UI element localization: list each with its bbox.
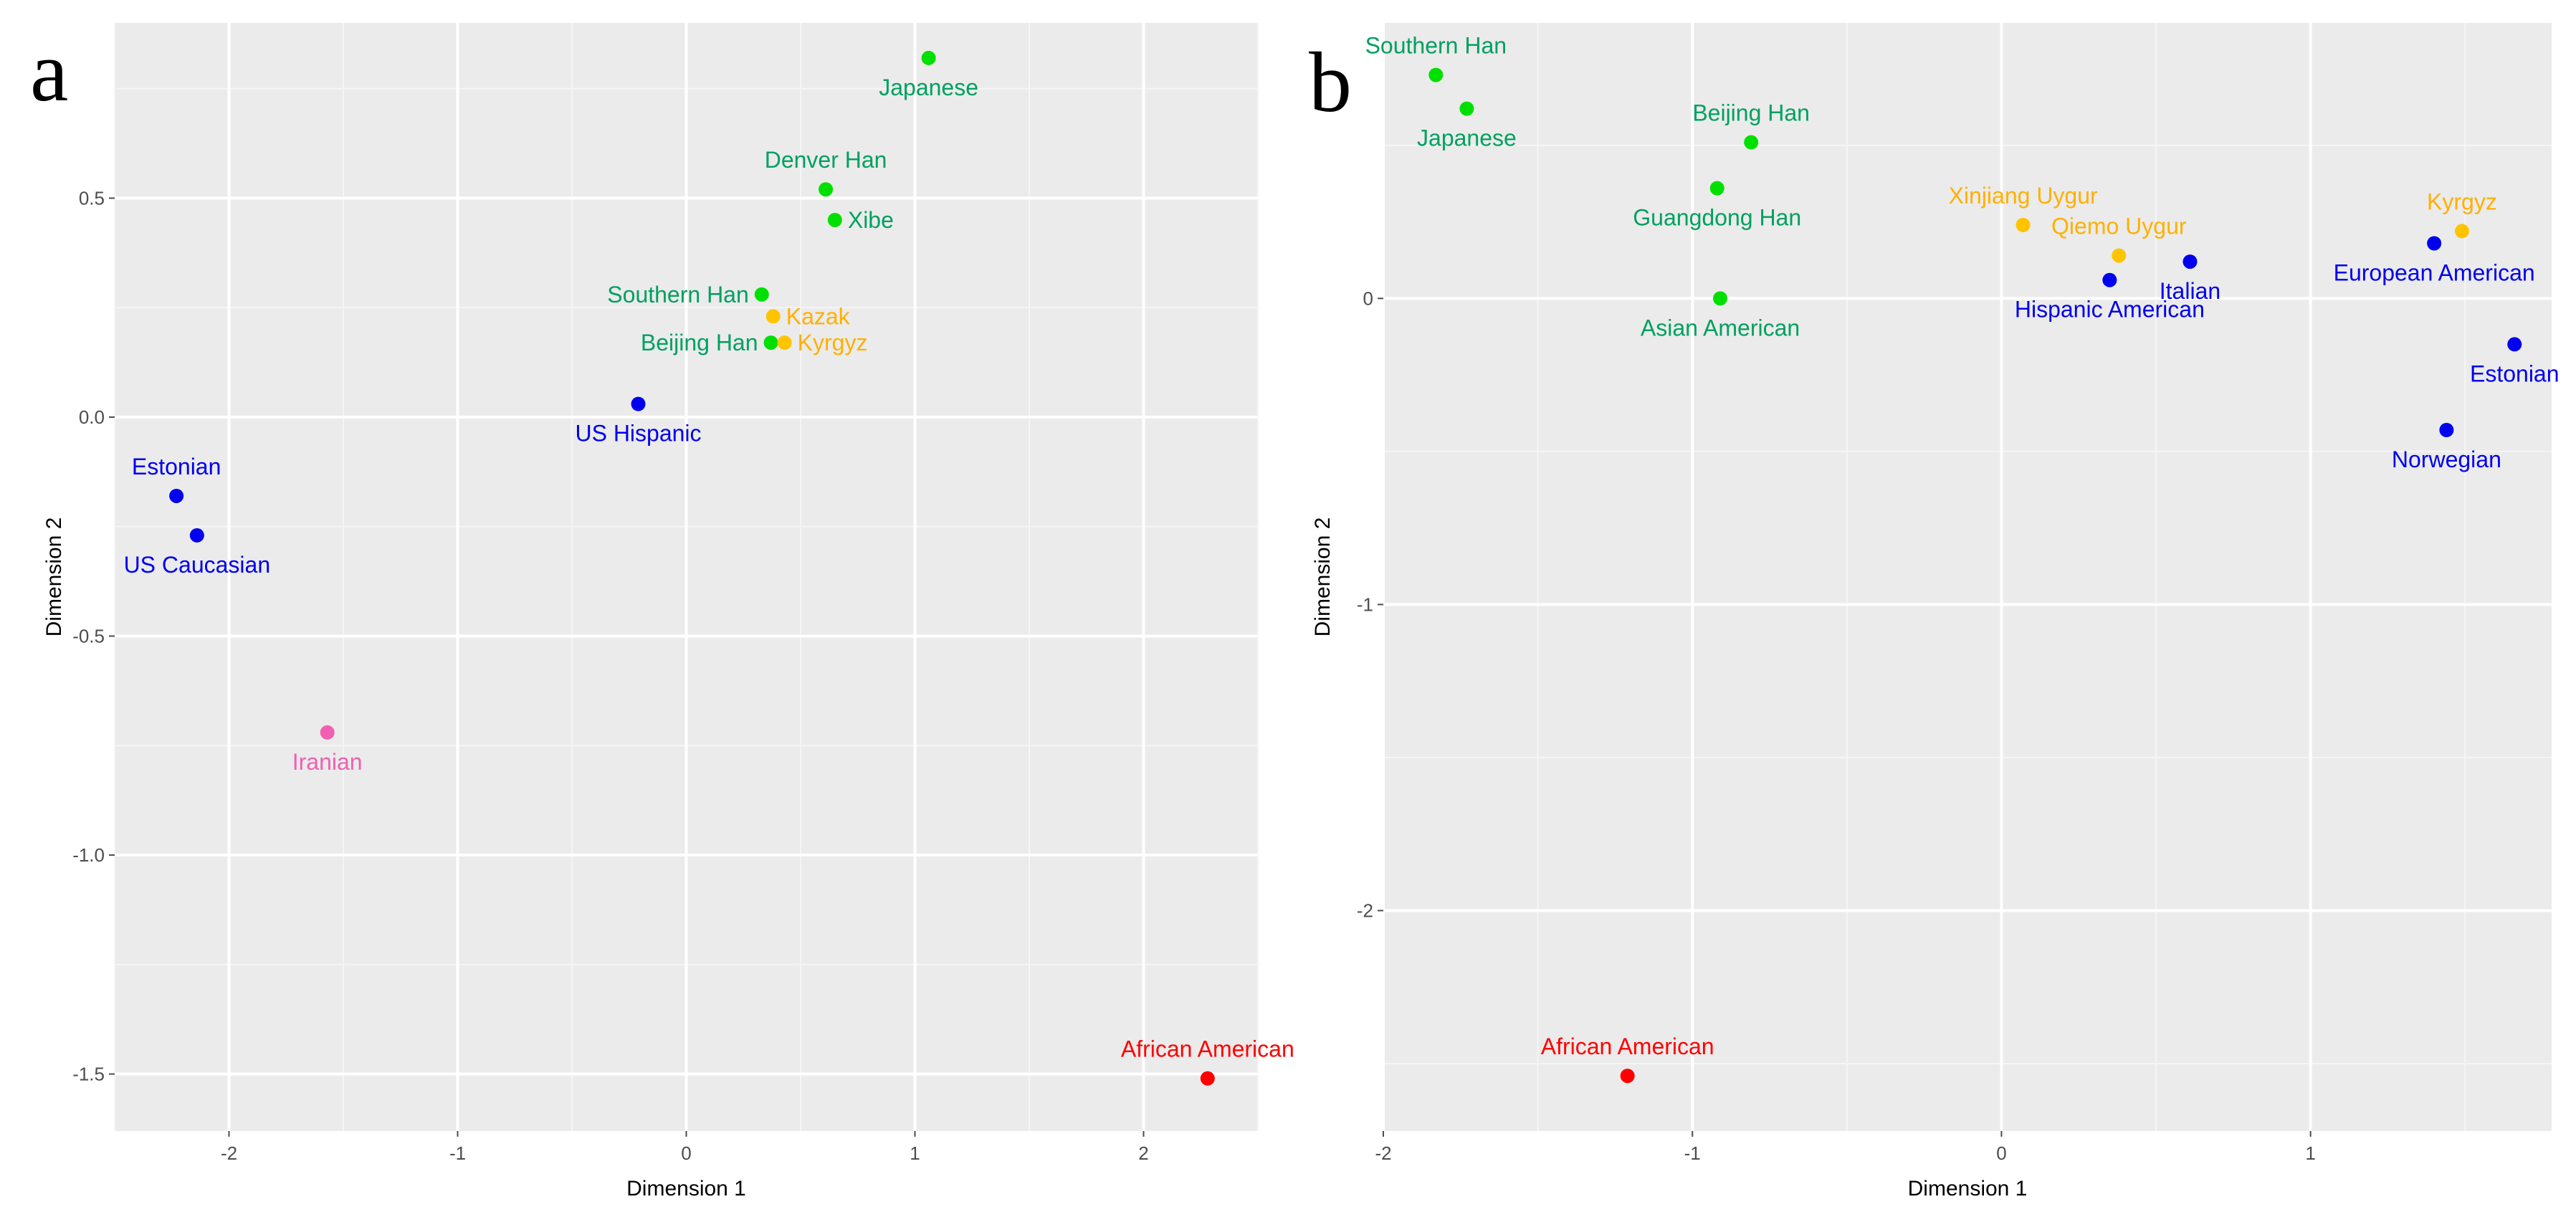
panel-a-scatter-plot: -2 -1 0 1 2 -1.5 -1.0 -0.5 0.0 0.5 Dimension 1 Dime… [30, 23, 1294, 1200]
panel-b-point-beijing-han [1744, 135, 1759, 150]
panel-a-point-label-denver-han: Denver Han [765, 147, 887, 173]
panel-a-y-tick-label: 0.0 [79, 406, 105, 428]
panel-b-y-tick-label: 0 [1363, 287, 1373, 309]
panel-b-x-tick-label: 1 [2305, 1142, 2315, 1164]
panel-b-x-tick-label: -2 [1375, 1142, 1391, 1164]
panel-b-point-label-kyrgyz: Kyrgyz [2427, 188, 2497, 214]
panel-b-point-label-african-american: African American [1541, 1034, 1714, 1059]
panel-a-x-tick-label: 1 [910, 1142, 920, 1164]
panel-b-point-european-american [2427, 236, 2442, 251]
panel-a-point-denver-han [819, 182, 834, 197]
panel-b-point-label-asian-american: Asian American [1641, 315, 1800, 340]
panel-a-point-label-kyrgyz: Kyrgyz [798, 330, 868, 355]
panel-b-plot-background [1383, 23, 2552, 1131]
panel-b-point-guangdong-han [1709, 181, 1725, 196]
panel-a-y-tick-label: -1.0 [72, 844, 105, 866]
panel-b-point-italian [2183, 254, 2198, 269]
panel-a-y-tick-label: -1.5 [72, 1064, 105, 1085]
panel-b-point-label-european-american: European American [2334, 259, 2535, 285]
panel-b-point-label-guangdong-han: Guangdong Han [1633, 205, 1801, 231]
panel-a-point-label-estonian: Estonian [132, 454, 221, 479]
panel-a-point-beijing-han [763, 335, 778, 350]
panel-b-x-axis-title: Dimension 1 [1908, 1177, 2028, 1200]
panel-a-point-label-iranian: Iranian [292, 749, 363, 775]
panel-b-point-hispanic-american [2102, 272, 2117, 287]
panel-b-point-label-xinjiang-uygur: Xinjiang Uygur [1949, 183, 2098, 209]
panel-a-point-kazak [765, 309, 781, 324]
panel-a-x-axis-title: Dimension 1 [626, 1177, 746, 1200]
panel-b-point-norwegian [2439, 423, 2454, 438]
panel-b-point-label-southern-han: Southern Han [1365, 33, 1507, 59]
panel-b-y-tick-label: -1 [1357, 593, 1373, 615]
panel-a-point-label-southern-han: Southern Han [607, 282, 748, 307]
panel-a-point-label-kazak: Kazak [786, 303, 851, 329]
panel-b-point-label-japanese: Japanese [1417, 125, 1517, 151]
panel-a-y-tick-label: 0.5 [79, 187, 105, 209]
panel-a-y-tick-label: -0.5 [72, 625, 105, 646]
panel-a-point-iranian [320, 725, 335, 740]
panel-a-point-japanese [921, 50, 936, 65]
panel-a-point-estonian [169, 488, 184, 503]
panel-b-point-japanese [1459, 101, 1474, 116]
panel-b-y-axis-title: Dimension 2 [1311, 517, 1335, 637]
panel-b-point-southern-han [1428, 67, 1444, 82]
panel-a-point-label-japanese: Japanese [879, 75, 978, 100]
panel-a-letter: a [30, 24, 68, 119]
panel-a-y-axis-title: Dimension 2 [42, 517, 66, 637]
panel-b-point-kyrgyz [2454, 224, 2469, 239]
panel-b-point-african-american [1620, 1069, 1635, 1084]
panel-a-x-tick-label: 2 [1138, 1142, 1148, 1164]
panel-a-point-us-caucasian [189, 528, 204, 543]
panel-a-point-us-hispanic [631, 396, 646, 411]
panel-b-point-estonian [2507, 337, 2522, 352]
panel-b-point-label-qiemo-uygur: Qiemo Uygur [2051, 214, 2187, 239]
panel-a-x-tick-label: 0 [681, 1142, 691, 1164]
panel-a-x-tick-label: -2 [221, 1142, 237, 1164]
panel-a-point-label-african-american: African American [1121, 1036, 1294, 1062]
panel-a-point-african-american [1200, 1071, 1215, 1086]
panel-a-point-label-beijing-han: Beijing Han [641, 330, 758, 355]
panel-a-point-label-us-caucasian: US Caucasian [124, 552, 271, 578]
panel-a-point-kyrgyz [777, 335, 792, 350]
panel-b-x-tick-label: -1 [1684, 1142, 1701, 1164]
panel-b-letter: b [1309, 34, 1352, 130]
panel-b-point-label-estonian: Estonian [2470, 361, 2560, 386]
panel-b-point-label-norwegian: Norwegian [2392, 447, 2501, 472]
panel-b-scatter-plot: -2 -1 0 1 -2 -1 0 Dimension 1 Dimension 2 b Southe… [1309, 23, 2560, 1200]
panel-b-point-qiemo-uygur [2112, 248, 2127, 263]
panel-a-point-xibe [827, 212, 842, 227]
panel-b-point-label-beijing-han: Beijing Han [1692, 100, 1810, 126]
panel-b-x-tick-label: 0 [1996, 1142, 2006, 1164]
panel-a-point-southern-han [754, 287, 769, 302]
panel-b-point-asian-american [1713, 291, 1728, 306]
panel-b-point-xinjiang-uygur [2016, 217, 2031, 232]
panel-b-y-tick-label: -2 [1357, 900, 1373, 922]
panel-a-x-tick-label: -1 [449, 1142, 466, 1164]
panel-a-point-label-us-hispanic: US Hispanic [575, 421, 701, 447]
panel-b-point-label-hispanic-american: Hispanic American [2015, 297, 2205, 323]
panel-b-point-label-italian: Italian [2160, 278, 2220, 304]
panel-a-point-label-xibe: Xibe [848, 207, 894, 233]
